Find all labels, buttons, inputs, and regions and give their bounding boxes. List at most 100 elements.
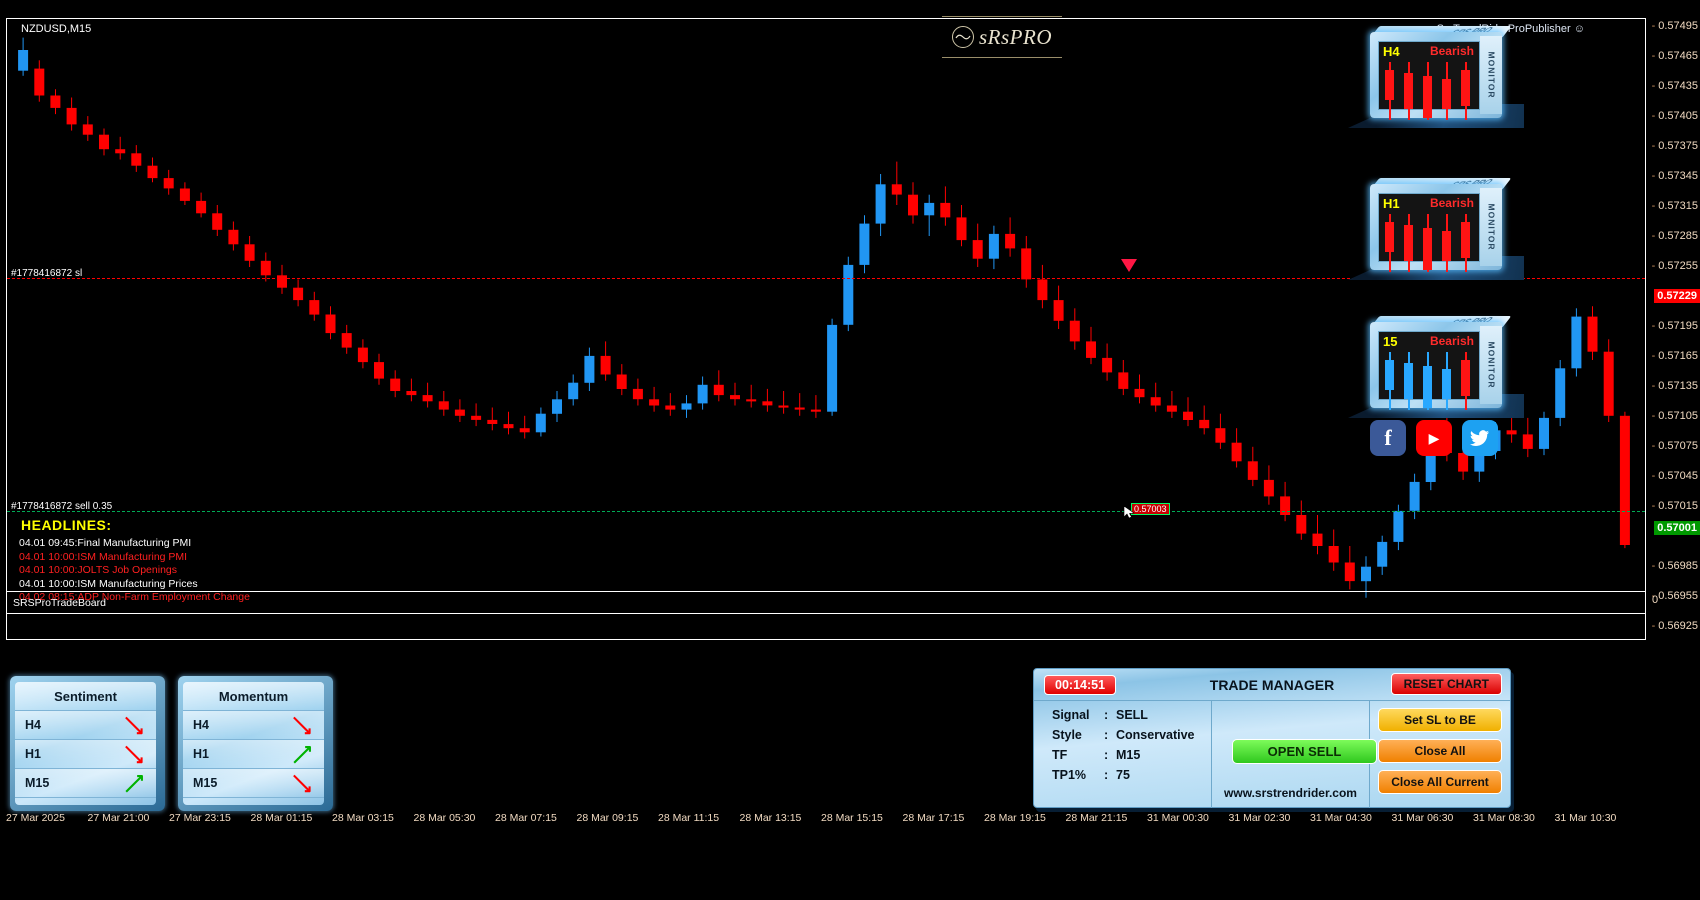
field-colon: : bbox=[1104, 728, 1109, 742]
headline-item: 04.02 08:15:ADP Non-Farm Employment Chan… bbox=[19, 591, 250, 603]
monitor-body: H1 Bearish MONITOR bbox=[1370, 184, 1502, 272]
time-tick: 28 Mar 07:15 bbox=[495, 812, 557, 824]
monitor-timeframe-label: H4 bbox=[1383, 44, 1400, 59]
monitor-state-label: Bearish bbox=[1429, 44, 1474, 58]
trade-info-list: Signal: SELL Style: Conservative TF: M15 TP1%:… bbox=[1034, 701, 1212, 808]
price-tick: -0.57135 bbox=[1651, 380, 1698, 392]
time-tick: 28 Mar 11:15 bbox=[658, 812, 720, 824]
mini-candle bbox=[1423, 214, 1432, 272]
price-tick: -0.57075 bbox=[1651, 440, 1698, 452]
open-sell-button[interactable]: OPEN SELL bbox=[1232, 739, 1377, 764]
price-tick: -0.57195 bbox=[1651, 320, 1698, 332]
monitor-screen: 15 Bearish bbox=[1378, 331, 1480, 410]
monitor-timeframe-label: H1 bbox=[1383, 196, 1400, 211]
stop-loss-price-badge: 0.57229 bbox=[1654, 289, 1700, 303]
arrow-up-icon: ⟶ bbox=[118, 767, 150, 799]
time-tick: 28 Mar 19:15 bbox=[984, 812, 1046, 824]
trade-buttons-column: Set SL to BE Close All Close All Current bbox=[1370, 701, 1510, 808]
facebook-glyph: f bbox=[1384, 425, 1392, 450]
headline-item: 04.01 10:00:ISM Manufacturing Prices bbox=[19, 577, 198, 590]
price-tick: -0.56955 bbox=[1651, 590, 1698, 602]
sentiment-panel: Sentiment H4 ⟶ H1 ⟶ M15 ⟶ bbox=[10, 676, 165, 811]
stop-loss-line bbox=[7, 278, 1645, 279]
time-tick: 31 Mar 10:30 bbox=[1554, 812, 1617, 824]
facebook-icon[interactable]: f bbox=[1370, 420, 1406, 456]
set-sl-to-be-button[interactable]: Set SL to BE bbox=[1378, 708, 1502, 732]
field-colon: : bbox=[1104, 748, 1109, 762]
mini-candle bbox=[1442, 62, 1451, 120]
monitor-side-label: MONITOR bbox=[1480, 36, 1502, 114]
monitor-body: 15 Bearish MONITOR bbox=[1370, 322, 1502, 410]
headlines-title: HEADLINES: bbox=[21, 517, 112, 533]
monitor-screen: H4 Bearish bbox=[1378, 41, 1480, 120]
twitter-icon[interactable] bbox=[1462, 420, 1498, 456]
sentiment-row-m15: M15 ⟶ bbox=[15, 767, 156, 799]
price-tick: -0.57045 bbox=[1651, 470, 1698, 482]
time-tick: 28 Mar 17:15 bbox=[902, 812, 965, 824]
sentiment-timeframe-label: H1 bbox=[25, 747, 41, 761]
trade-field-signal: Signal: SELL bbox=[1052, 708, 1211, 722]
time-tick: 28 Mar 21:15 bbox=[1065, 812, 1128, 824]
price-tick: -0.56985 bbox=[1651, 560, 1698, 572]
field-key: Style bbox=[1052, 728, 1082, 742]
time-tick: 27 Mar 23:15 bbox=[169, 812, 231, 824]
reset-chart-button[interactable]: RESET CHART bbox=[1390, 673, 1502, 695]
close-all-current-button[interactable]: Close All Current bbox=[1378, 770, 1502, 794]
time-tick: 31 Mar 08:30 bbox=[1473, 812, 1535, 824]
mini-candle bbox=[1404, 62, 1413, 120]
monitor-mini-chart bbox=[1385, 352, 1475, 410]
headline-item: 04.01 09:45:Final Manufacturing PMI bbox=[19, 537, 192, 549]
youtube-icon[interactable]: ▶ bbox=[1416, 420, 1452, 456]
mini-candle bbox=[1461, 214, 1470, 272]
momentum-row-m15: M15 ⟶ bbox=[183, 768, 324, 798]
time-tick: 27 Mar 21:00 bbox=[87, 812, 150, 824]
time-tick: 31 Mar 02:30 bbox=[1228, 812, 1291, 824]
tradeboard-label: SRSProTradeBoard bbox=[13, 597, 106, 609]
trade-field-tp1: TP1%:75 bbox=[1052, 768, 1211, 782]
trade-manager-header: 00:14:51 TRADE MANAGER RESET CHART bbox=[1034, 669, 1510, 701]
logo-text: sRsPRO bbox=[979, 24, 1052, 49]
price-tick: -0.57105 bbox=[1651, 410, 1698, 422]
monitor-widget-h1: SRS PROH1BearishMONITOR bbox=[1348, 177, 1524, 280]
time-tick: 28 Mar 03:15 bbox=[332, 812, 394, 824]
mini-candle bbox=[1423, 352, 1432, 410]
time-tick: 28 Mar 13:15 bbox=[739, 812, 802, 824]
price-tick: -0.57285 bbox=[1651, 230, 1698, 242]
monitor-state-label: Bearish bbox=[1429, 334, 1474, 348]
close-all-button[interactable]: Close All bbox=[1378, 739, 1502, 763]
field-value: SELL bbox=[1116, 708, 1148, 722]
headline-item: 04.01 10:00:JOLTS Job Openings bbox=[19, 564, 177, 576]
mini-candle bbox=[1404, 352, 1413, 410]
youtube-glyph: ▶ bbox=[1428, 429, 1440, 446]
current-price-badge: 0.57001 bbox=[1654, 521, 1700, 535]
mini-candle bbox=[1404, 214, 1413, 272]
bid-price-tag: 0.57003 bbox=[1131, 503, 1170, 515]
momentum-title: Momentum bbox=[183, 682, 324, 711]
price-tick: -0.57345 bbox=[1651, 170, 1698, 182]
momentum-row-h4: H4 ⟶ bbox=[183, 710, 324, 740]
price-axis[interactable]: -0.57495 -0.57465 -0.57435 -0.57405 -0.57375… bbox=[1646, 18, 1700, 640]
arrow-down-icon: ⟶ bbox=[118, 738, 150, 770]
price-tick: -0.57375 bbox=[1651, 140, 1698, 152]
momentum-panel: Momentum H4 ⟶ H1 ⟶ M15 ⟶ bbox=[178, 676, 333, 811]
time-tick: 31 Mar 04:30 bbox=[1310, 812, 1372, 824]
board-divider-top bbox=[6, 591, 1646, 592]
monitor-side-label: MONITOR bbox=[1480, 188, 1502, 266]
field-key: TF bbox=[1052, 748, 1068, 762]
countdown-timer: 00:14:51 bbox=[1044, 674, 1117, 695]
mini-candle bbox=[1423, 62, 1432, 120]
price-tick: -0.57465 bbox=[1651, 50, 1698, 62]
mini-candle bbox=[1385, 62, 1394, 120]
monitor-mini-chart bbox=[1385, 214, 1475, 272]
mini-candle bbox=[1461, 352, 1470, 410]
stop-loss-label: #1778416872 sl bbox=[11, 268, 83, 279]
momentum-timeframe-label: H1 bbox=[193, 747, 209, 761]
time-tick: 28 Mar 05:30 bbox=[413, 812, 476, 824]
time-tick: 31 Mar 06:30 bbox=[1391, 812, 1454, 824]
website-url[interactable]: www.srstrendrider.com bbox=[1224, 786, 1357, 800]
price-tick: -0.57315 bbox=[1651, 200, 1698, 212]
chart-symbol-label: NZDUSD,M15 bbox=[21, 23, 92, 35]
mini-candle bbox=[1385, 214, 1394, 272]
price-tick: -0.56925 bbox=[1651, 620, 1698, 632]
